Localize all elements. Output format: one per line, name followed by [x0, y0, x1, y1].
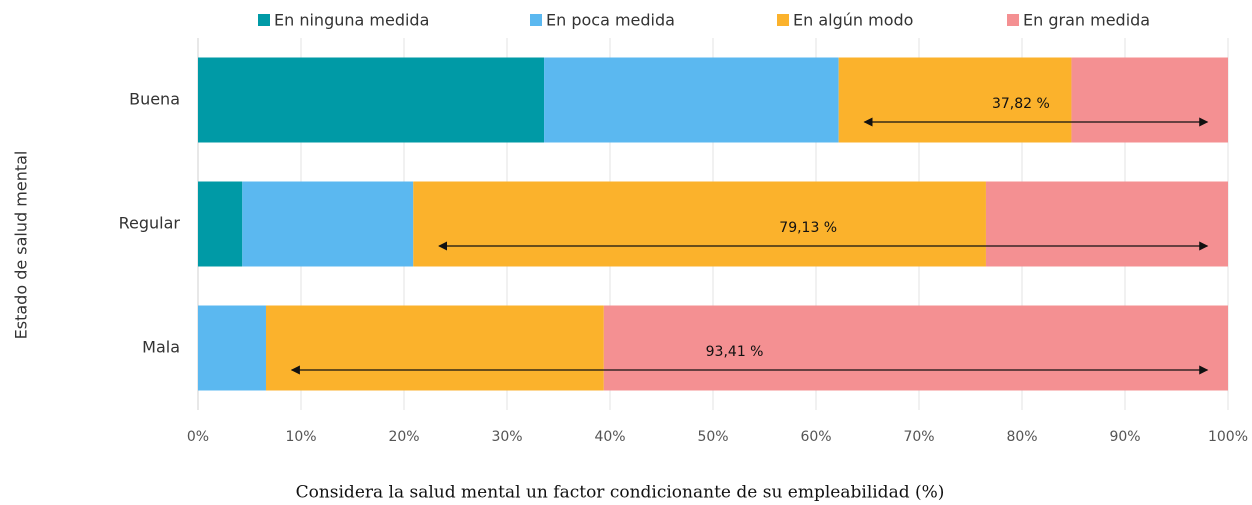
x-tick-label: 40% [594, 429, 625, 445]
x-tick-label: 0% [187, 429, 209, 445]
bar-segment [603, 305, 1228, 391]
legend-swatch [777, 14, 789, 26]
legend-label: En ninguna medida [274, 11, 429, 30]
bar-segment [985, 181, 1228, 267]
bar-segment [198, 305, 266, 391]
x-tick-label: 30% [491, 429, 522, 445]
y-axis-title: Estado de salud mental [12, 151, 31, 340]
legend-label: En poca medida [546, 11, 675, 30]
y-tick-label: Buena [129, 90, 180, 109]
bar-segment [838, 57, 1072, 143]
bar-segment [198, 57, 545, 143]
x-tick-label: 80% [1006, 429, 1037, 445]
legend-swatch [530, 14, 542, 26]
bar-segment [242, 181, 414, 267]
y-tick-label: Mala [142, 338, 180, 357]
bar-segment [265, 305, 604, 391]
x-tick-label: 90% [1109, 429, 1140, 445]
x-tick-label: 10% [285, 429, 316, 445]
annotation-label: 37,82 % [992, 96, 1050, 112]
x-tick-label: 100% [1208, 429, 1248, 445]
x-tick-label: 20% [388, 429, 419, 445]
x-tick-label: 70% [903, 429, 934, 445]
legend-label: En algún modo [793, 11, 913, 30]
y-tick-label: Regular [119, 214, 181, 233]
x-axis-title: Considera la salud mental un factor cond… [296, 483, 945, 503]
x-tick-label: 60% [800, 429, 831, 445]
annotation-label: 79,13 % [779, 220, 837, 236]
legend-label: En gran medida [1023, 11, 1150, 30]
bar-segment [413, 181, 986, 267]
annotation-label: 93,41 % [706, 344, 764, 360]
bar-segment [544, 57, 839, 143]
bar-segment [198, 181, 243, 267]
legend-swatch [258, 14, 270, 26]
bar-segment [1071, 57, 1228, 143]
x-tick-label: 50% [697, 429, 728, 445]
legend-swatch [1007, 14, 1019, 26]
